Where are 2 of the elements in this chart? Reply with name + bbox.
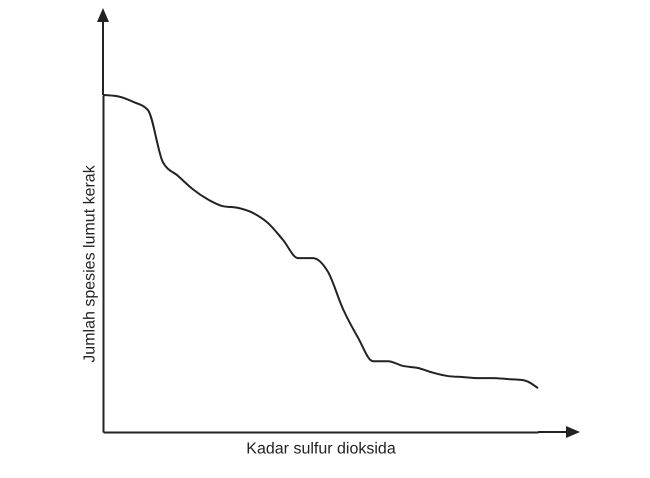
x-axis-title: Kadar sulfur dioksida [246,440,396,458]
y-axis-title: Jumlah spesies lumut kerak [82,164,98,363]
